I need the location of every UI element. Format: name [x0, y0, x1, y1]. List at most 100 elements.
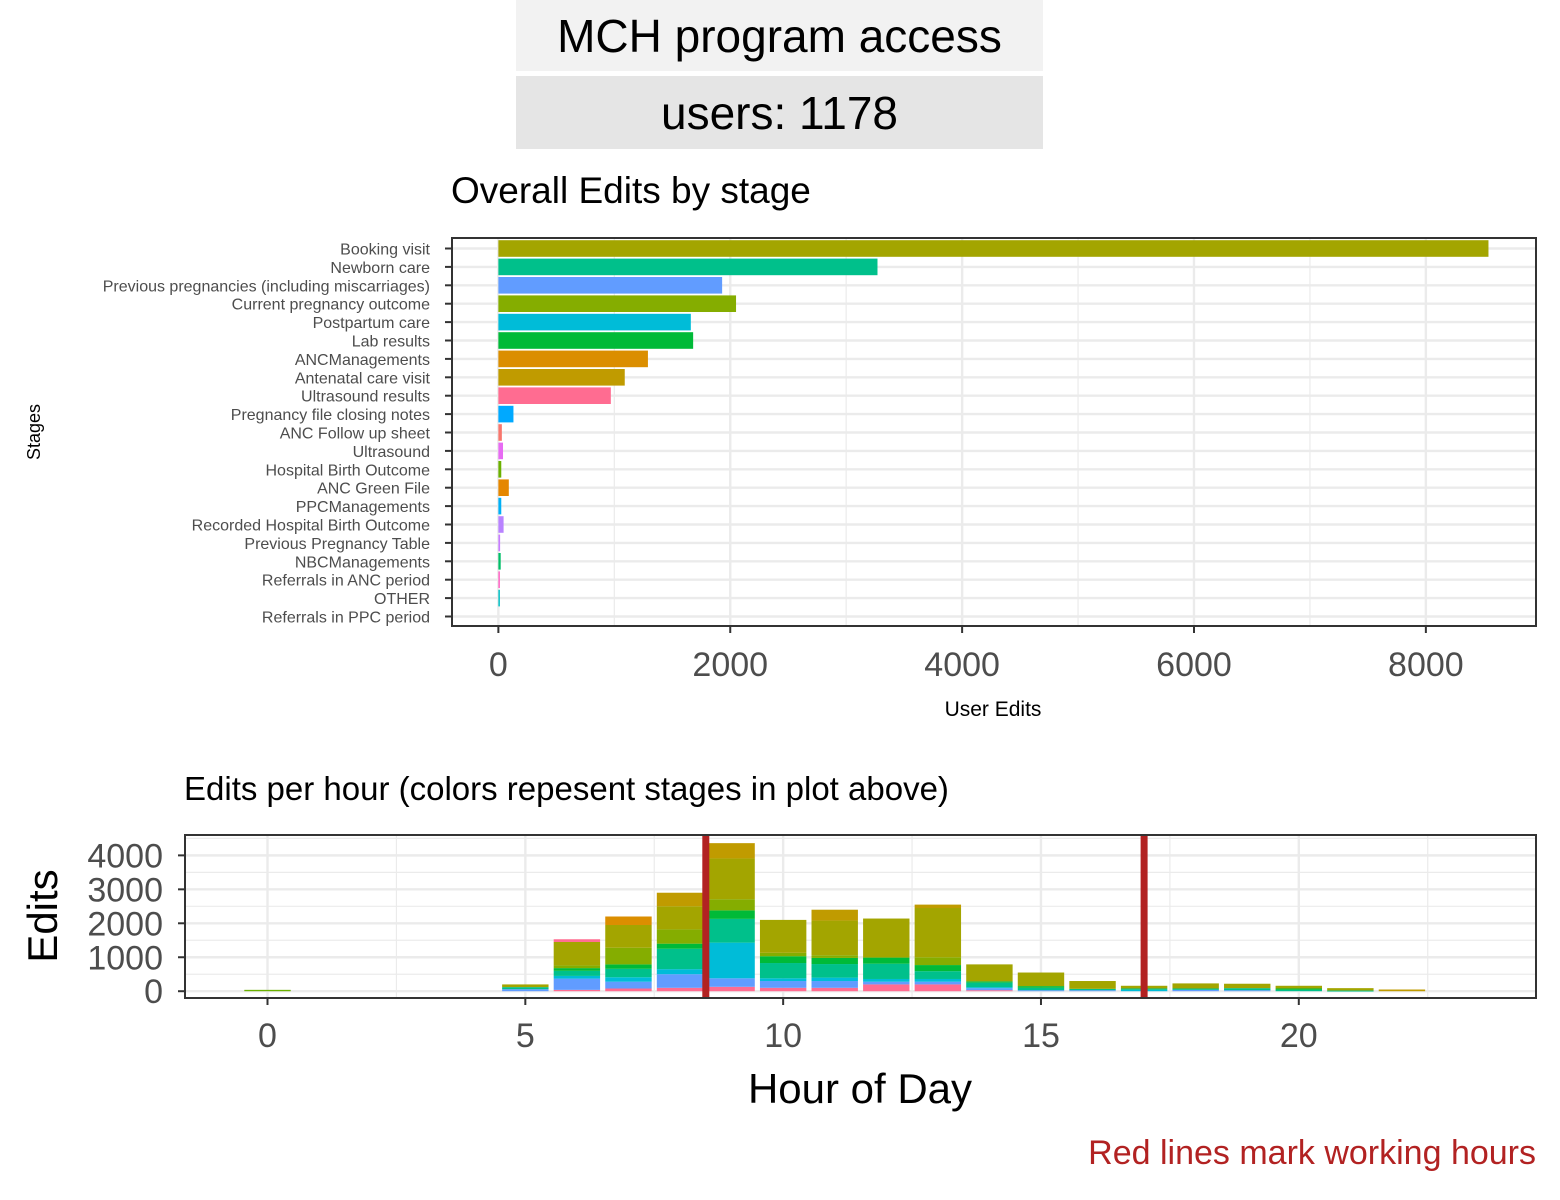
hour-bar-segment: [966, 964, 1013, 982]
stage-label: Referrals in PPC period: [262, 610, 430, 627]
stage-label: Hospital Birth Outcome: [265, 462, 430, 479]
hour-bar-segment: [759, 919, 807, 953]
hour-bar-segment: [708, 899, 755, 911]
stage-label: Postpartum care: [313, 315, 430, 332]
stage-bar: [498, 589, 500, 607]
hour-bar-segment: [966, 981, 1013, 983]
hour-bar-segment: [863, 984, 910, 992]
chart1-x-tick-label: 6000: [1156, 646, 1232, 684]
chart2-x-tick-label: 10: [764, 1017, 802, 1055]
hour-bar-segment: [708, 843, 755, 859]
stage-bar-chart: Overall Edits by stage Booking visitNewb…: [24, 170, 1537, 721]
hour-bar-segment: [708, 942, 755, 979]
figure-title: MCH program access: [557, 9, 1002, 62]
hour-bar-segment: [553, 978, 601, 990]
chart1-x-ticks: 0 2000 4000 6000 8000: [489, 626, 1464, 684]
stage-label: Recorded Hospital Birth Outcome: [192, 518, 430, 535]
hour-bar-segment: [966, 982, 1013, 988]
hour-bar-segment: [966, 987, 1013, 989]
stage-bar: [498, 516, 504, 533]
stage-bar: [498, 350, 648, 368]
stage-label: OTHER: [374, 591, 430, 608]
stage-bar: [498, 369, 625, 386]
stage-bar: [498, 424, 502, 441]
hour-bar-segment: [1327, 988, 1374, 991]
chart2-x-tick-label: 5: [516, 1017, 535, 1055]
stage-label: Ultrasound: [353, 444, 430, 461]
chart2-y-tick-label: 4000: [87, 837, 163, 875]
stage-label: Referrals in ANC period: [262, 573, 430, 590]
stage-bar: [498, 277, 723, 294]
hour-bar-segment: [914, 984, 962, 992]
stage-label: ANC Follow up sheet: [280, 426, 431, 443]
hour-bar-segment: [708, 978, 755, 987]
hour-bar-segment: [656, 987, 704, 992]
chart1-x-tick-label: 4000: [924, 646, 1000, 684]
stage-bar: [498, 534, 501, 552]
hour-bar-segment: [811, 987, 858, 992]
stage-bar: [498, 461, 502, 478]
stage-label: Previous Pregnancy Table: [244, 536, 430, 553]
hour-bar-segment: [1172, 988, 1219, 990]
hour-bar-segment: [914, 908, 962, 958]
hour-bar-segment: [966, 990, 1013, 992]
hour-bar-segment: [1378, 989, 1426, 992]
stage-label: ANCManagements: [295, 352, 430, 369]
chart1-title: Overall Edits by stage: [451, 170, 811, 211]
hour-bar-segment: [966, 988, 1013, 991]
chart2-y-tick-label: 2000: [87, 905, 163, 943]
hour-bar-segment: [811, 909, 858, 921]
figure-subtitle: users: 1178: [661, 86, 898, 139]
hour-bar-segment: [759, 963, 807, 979]
hour-bar-segment: [811, 957, 858, 965]
chart2-y-tick-label: 0: [144, 973, 163, 1011]
hour-bar-segment: [605, 977, 652, 982]
hour-bar-segment: [863, 978, 910, 982]
chart1-x-axis-label: User Edits: [945, 698, 1042, 721]
stage-bar: [498, 387, 611, 404]
hour-bar-segment: [1017, 987, 1065, 991]
hour-bar-segment: [811, 981, 858, 988]
hour-bar-segment: [914, 904, 962, 909]
hour-bar-segment: [811, 977, 858, 982]
chart2-y-axis-label: Edits: [19, 869, 66, 962]
hour-bar-segment: [708, 918, 755, 943]
chart2-x-tick-label: 0: [258, 1017, 277, 1055]
hour-bar-segment: [605, 964, 652, 969]
hour-bar-segment: [759, 952, 807, 957]
hour-bar-segment: [1069, 990, 1116, 992]
chart2-y-tick-label: 3000: [87, 871, 163, 909]
hour-bar-segment: [914, 978, 962, 982]
hour-bar-segment: [1017, 986, 1065, 988]
stage-bar: [498, 571, 500, 588]
hour-bar-segment: [1224, 988, 1271, 991]
hour-bar-segment: [1172, 989, 1219, 992]
hour-bar-segment: [1275, 989, 1323, 992]
hour-bar-segment: [553, 941, 601, 966]
hour-bar-segment: [863, 918, 910, 958]
chart1-x-tick-label: 0: [489, 646, 508, 684]
stage-bar: [498, 332, 694, 349]
hour-bar-segment: [759, 956, 807, 964]
stage-bar: [498, 497, 502, 515]
hour-bar-segment: [811, 955, 858, 958]
stage-bar: [498, 295, 737, 312]
chart1-x-tick-label: 8000: [1388, 646, 1464, 684]
stage-label: PPCManagements: [296, 499, 430, 516]
hour-bar-segment: [553, 968, 601, 971]
chart2-title: Edits per hour (colors repesent stages i…: [184, 770, 949, 807]
hour-bar-segment: [708, 910, 755, 919]
hour-bar-segment: [811, 920, 858, 956]
figure-title-strip: MCH program access: [516, 0, 1043, 71]
figure-subtitle-strip: users: 1178: [516, 76, 1043, 149]
hour-bar-segment: [863, 981, 910, 985]
hour-bar-segment: [605, 981, 652, 989]
hour-bar-segment: [708, 858, 755, 900]
hour-bar-segment: [553, 975, 601, 979]
chart2-panel-bg: [185, 835, 1536, 998]
chart2-x-tick-label: 15: [1022, 1017, 1060, 1055]
hour-bar-segment: [656, 969, 704, 975]
stage-label: Lab results: [352, 334, 430, 351]
stage-bar: [498, 442, 504, 460]
stage-label: NBCManagements: [295, 554, 430, 571]
